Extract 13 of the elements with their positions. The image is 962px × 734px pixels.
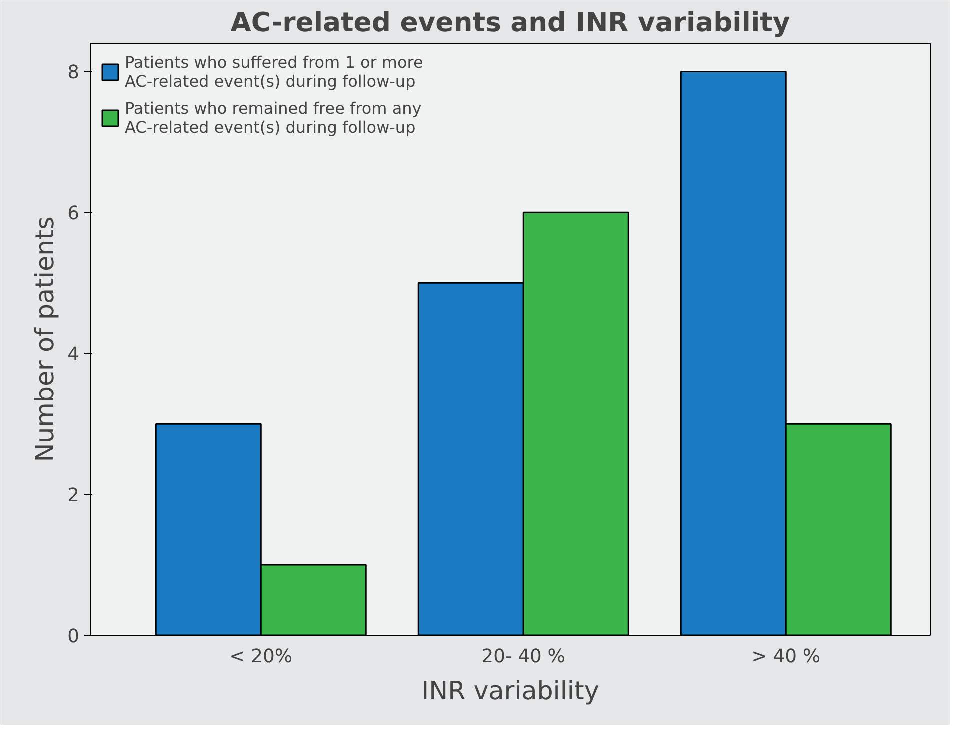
x-tick-label: 20- 40 % — [482, 646, 566, 668]
legend-label: Patients who suffered from 1 or more AC-related event(s) during follow-up — [125, 53, 424, 91]
y-tick-label: 6 — [68, 204, 80, 225]
x-tick-label: > 40 % — [752, 646, 821, 668]
x-tick-label: < 20% — [230, 646, 293, 668]
y-tick-label: 0 — [68, 626, 80, 648]
y-axis-title: Number of patients — [30, 216, 60, 462]
y-tick-label: 8 — [68, 62, 80, 84]
y-tick-label: 2 — [68, 486, 80, 507]
x-axis-title: INR variability — [422, 676, 600, 706]
y-tick-label: 4 — [68, 344, 80, 366]
legend-label: Patients who remained free from any AC-related event(s) during follow-up — [125, 99, 422, 137]
chart-title: AC-related events and INR variability — [230, 8, 790, 38]
